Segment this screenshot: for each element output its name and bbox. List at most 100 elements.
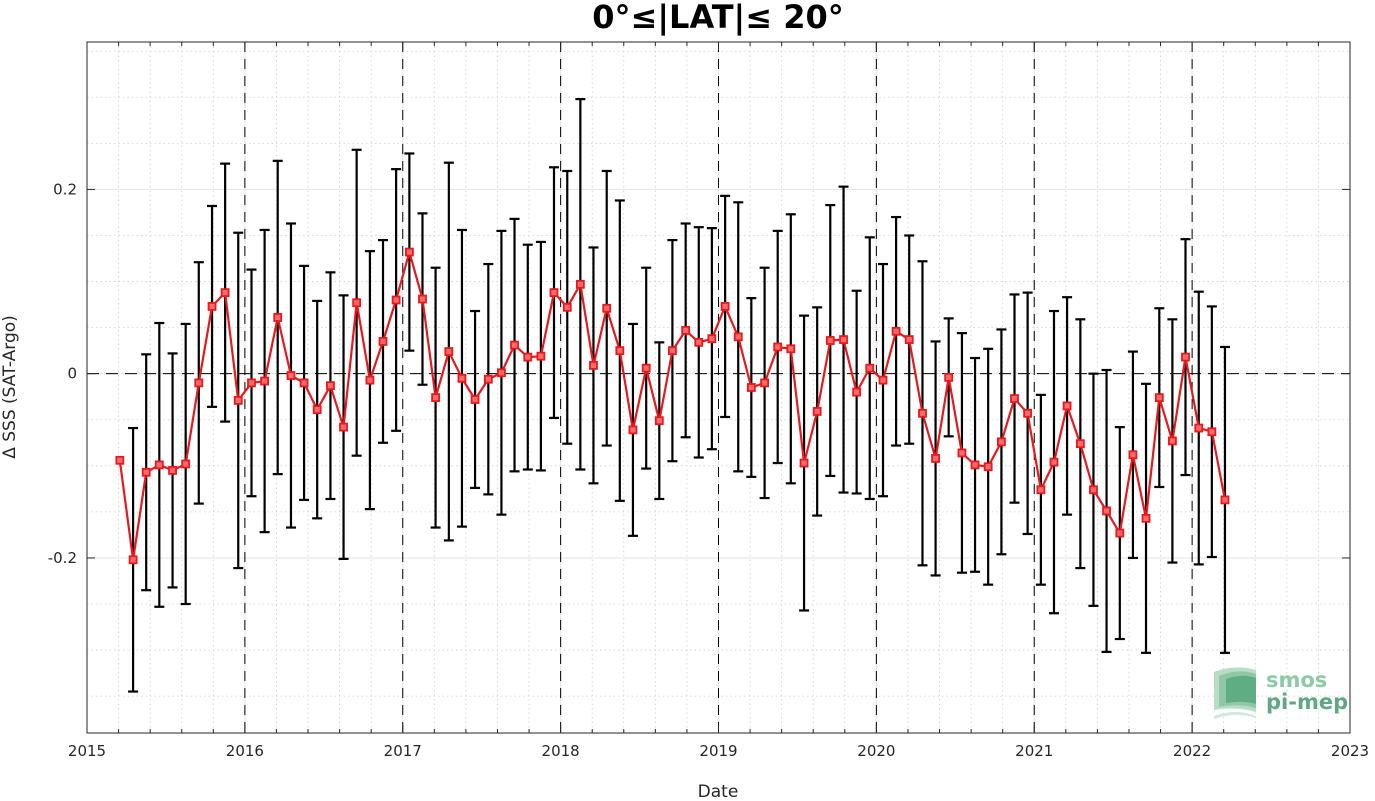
data-point-marker [1036,485,1046,495]
data-point-marker [562,302,572,312]
data-point-marker [115,455,125,465]
x-tick-label: 2015 [68,742,106,760]
data-point-marker [273,313,283,322]
data-point-marker [207,302,217,311]
data-point-marker [852,387,862,397]
data-point-marker [799,458,809,468]
data-point-marker [602,303,612,313]
x-tick-label: 2016 [226,742,264,760]
data-point-marker [944,372,954,382]
x-tick-label: 2022 [1173,742,1211,760]
data-point-marker [497,368,506,378]
data-point-marker [128,555,138,565]
data-point-marker [1010,394,1019,403]
data-point-marker [352,298,362,308]
x-tick-labels: 2015 2016 2017 2018 2019 2020 2021 2022 2023 [68,742,1369,760]
data-point-marker [957,448,967,458]
data-point-marker [457,373,467,383]
data-point-marker [1023,408,1033,418]
data-point-marker [1181,352,1190,362]
data-point-marker [997,437,1006,447]
data-point-marker [773,342,783,352]
data-point-marker [260,376,270,386]
data-point-marker [286,371,296,380]
data-point-marker [1089,485,1098,495]
data-point-marker [326,381,335,391]
data-point-marker [839,335,848,344]
data-point-marker [983,462,993,472]
data-point-marker [312,405,322,415]
data-point-marker [1102,506,1111,516]
data-point-marker [654,416,664,426]
data-point-marker [247,378,256,388]
data-point-marker [918,408,927,418]
x-axis-title: Date [698,782,739,801]
data-point-marker [510,340,519,350]
data-point-marker [523,352,533,362]
data-point-marker [707,334,717,344]
x-tick-label: 2023 [1331,742,1369,760]
data-point-marker [931,454,940,463]
data-point-marker [668,346,677,356]
data-point-marker [378,337,388,346]
y-axis-title: Δ SSS (SAT-Argo) [0,315,20,459]
logo-emblem-icon [1214,667,1256,719]
data-point-marker [1049,457,1059,467]
data-point-marker [1128,450,1138,460]
x-tick-label: 2020 [857,742,895,760]
data-point-marker [365,375,375,385]
logo-text-smos: smos [1266,668,1327,692]
data-point-marker [1115,528,1125,538]
data-point-marker [694,337,704,347]
data-point-marker [483,374,493,384]
x-tick-label: 2018 [542,742,580,760]
data-point-marker [681,325,691,335]
data-point-marker [444,347,454,356]
data-point-marker [628,425,638,435]
data-point-marker [404,247,414,257]
x-tick-label: 2021 [1015,742,1053,760]
y-tick-label: 0 [67,365,77,383]
data-point-marker [786,344,796,354]
x-tick-label: 2019 [699,742,737,760]
data-point-marker [194,378,204,388]
data-point-marker [733,332,743,342]
y-tick-label: 0.2 [53,180,77,198]
data-markers [115,247,1230,565]
data-point-marker [418,294,427,304]
data-point-marker [1154,393,1164,403]
data-point-marker [641,363,651,373]
data-point-marker [154,460,164,470]
data-point-marker [431,393,440,403]
data-point-marker [865,363,875,373]
data-point-marker [233,395,243,405]
data-point-marker [1207,427,1217,437]
data-point-marker [391,295,401,305]
data-point-marker [1220,495,1230,505]
data-point-marker [168,466,177,475]
data-point-marker [589,360,598,370]
data-point-marker [904,335,914,344]
data-point-marker [1062,401,1072,411]
data-point-marker [970,460,980,470]
y-tick-labels: -0.2 0 0.2 [48,180,77,567]
data-point-marker [825,336,835,345]
x-tick-label: 2017 [384,742,422,760]
data-point-marker [470,395,480,404]
axis-ticks [86,42,1351,733]
y-tick-label: -0.2 [48,549,77,567]
data-point-marker [536,351,546,361]
data-point-marker [1194,423,1204,433]
data-point-marker [1167,436,1177,446]
data-point-marker [746,383,756,392]
logo-text-pi-mep: pi-mep [1266,690,1348,714]
smos-pi-mep-logo: smos pi-mep [1214,667,1348,719]
data-point-marker [760,378,769,388]
data-point-marker [220,288,230,298]
data-point-marker [299,378,309,388]
data-point-marker [1141,513,1151,523]
data-point-marker [1075,439,1085,449]
data-point-marker [575,279,585,289]
data-point-marker [615,346,625,356]
